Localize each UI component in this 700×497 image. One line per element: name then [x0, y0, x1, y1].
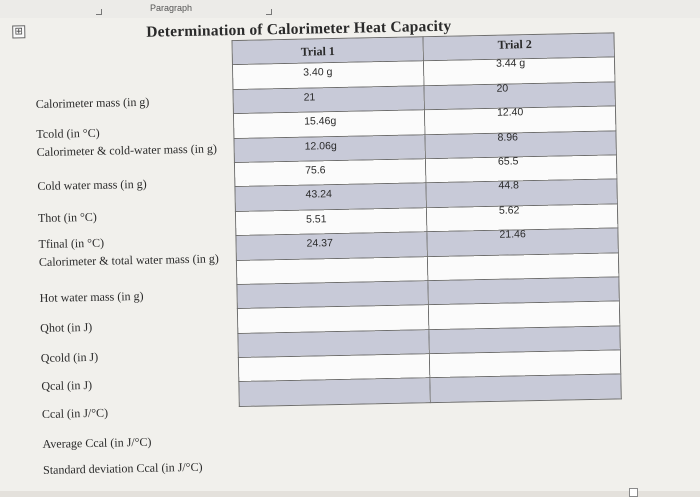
- table-resize-handle-icon[interactable]: [629, 488, 638, 497]
- row-label: Qcold (in J): [40, 349, 99, 365]
- document-content: ⊞ Determination of Calorimeter Heat Capa…: [0, 3, 700, 488]
- row-label: Cold water mass (in g): [37, 176, 147, 194]
- table-cell[interactable]: [238, 378, 431, 407]
- row-label: Calorimeter & cold-water mass (in g): [36, 141, 218, 160]
- row-label: Qhot (in J): [40, 319, 93, 335]
- dialog-launcher-icon[interactable]: [96, 9, 102, 15]
- row-labels: Calorimeter mass (in g) Tcold (in °C) Ca…: [35, 85, 240, 477]
- row-label: Calorimeter & total water mass (in g): [38, 251, 219, 269]
- row-label: Tcold (in °C): [36, 125, 100, 142]
- ribbon-group-label: Paragraph: [150, 3, 193, 13]
- dialog-launcher-icon[interactable]: [266, 9, 272, 15]
- table-cell[interactable]: [429, 374, 622, 403]
- row-label: Calorimeter mass (in g): [35, 94, 150, 112]
- row-label: Hot water mass (in g): [39, 288, 144, 305]
- row-label: Standard deviation Ccal (in J/°C): [42, 459, 203, 477]
- row-label: Qcal (in J): [41, 377, 93, 393]
- table-move-handle-icon[interactable]: ⊞: [12, 25, 26, 39]
- row-label: Ccal (in J/°C): [41, 405, 109, 421]
- row-label: Average Ccal (in J/°C): [42, 434, 152, 451]
- row-label: Thot (in °C): [37, 209, 97, 225]
- data-table[interactable]: Trial 1 Trial 2 3.40 g 3.44 g 21 20 15.4…: [231, 32, 622, 407]
- row-label: Tfinal (in °C): [38, 235, 105, 251]
- document-page: ⊞ Determination of Calorimeter Heat Capa…: [0, 18, 700, 497]
